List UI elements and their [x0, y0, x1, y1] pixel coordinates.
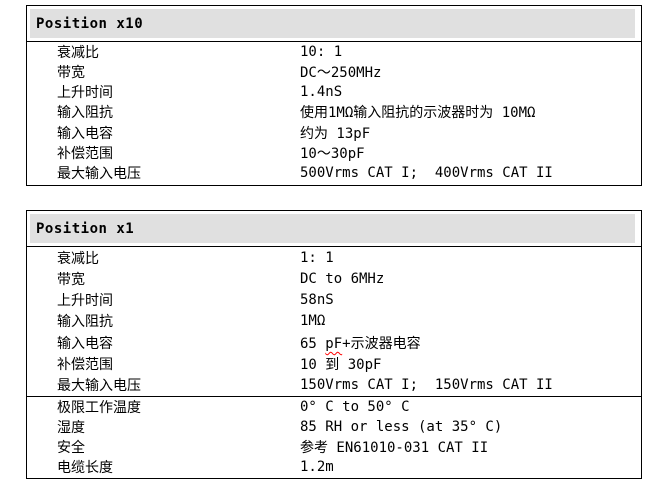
- section-header-x1: Position x1: [30, 214, 635, 243]
- row-value: 1.4nS: [300, 84, 343, 101]
- row-label: 最大输入电压: [57, 378, 141, 395]
- table-row: 安全 参考 EN61010-031 CAT II: [27, 437, 641, 457]
- table-row: 衰减比 10: 1: [27, 42, 641, 62]
- row-label: 最大输入电压: [57, 165, 141, 182]
- table-row: 输入电容 65 pF+示波器电容: [27, 332, 641, 353]
- spellcheck-underline-text: pF: [325, 335, 343, 352]
- header-divider: [27, 246, 641, 247]
- row-label: 湿度: [57, 420, 85, 436]
- row-label: 电缆长度: [57, 460, 113, 476]
- table-row: 带宽 DC to 6MHz: [27, 268, 641, 289]
- row-label: 衰减比: [57, 250, 99, 267]
- row-value: 10 到 30pF: [300, 357, 382, 374]
- table-row: 上升时间 58nS: [27, 290, 641, 311]
- table-row: 极限工作温度 0° C to 50° C: [27, 397, 641, 417]
- row-label: 上升时间: [57, 85, 113, 102]
- table-row: 补偿范围 10～30pF: [27, 143, 641, 163]
- row-value: DC to 6MHz: [300, 270, 385, 287]
- row-value: 0° C to 50° C: [300, 399, 410, 415]
- table-row: 带宽 DC～250MHz: [27, 62, 641, 82]
- table-row: 补偿范围 10 到 30pF: [27, 353, 641, 374]
- row-label: 极限工作温度: [57, 400, 141, 416]
- row-value: 500Vrms CAT I; 400Vrms CAT II: [300, 164, 553, 181]
- row-value: 65 pF+示波器电容: [300, 333, 421, 353]
- table-row: 电缆长度 1.2m: [27, 457, 641, 477]
- row-value: 150Vrms CAT I; 150Vrms CAT II: [300, 377, 553, 394]
- header-divider: [27, 41, 641, 42]
- table-row: 上升时间 1.4nS: [27, 82, 641, 102]
- section-header-x10: Position x10: [30, 9, 635, 38]
- section-title: Position x10: [36, 15, 144, 32]
- value-part: +示波器电容: [342, 335, 421, 352]
- row-value: 参考 EN61010-031 CAT II: [300, 440, 489, 456]
- row-label: 补偿范围: [57, 145, 113, 162]
- spec-table-x1: Position x1 衰减比 1: 1 带宽 DC to 6MHz 上升时间 …: [26, 210, 642, 479]
- row-value: 10: 1: [300, 44, 343, 61]
- row-value: 58nS: [300, 292, 334, 309]
- row-label: 补偿范围: [57, 357, 113, 374]
- row-value: 1: 1: [300, 249, 334, 266]
- row-value: 1MΩ: [300, 313, 326, 330]
- row-value: 约为 13pF: [300, 125, 371, 142]
- section-title: Position x1: [36, 220, 135, 237]
- row-label: 上升时间: [57, 293, 113, 310]
- row-value: 10～30pF: [300, 145, 365, 162]
- row-label: 带宽: [57, 271, 85, 288]
- table-row: 输入阻抗 使用1MΩ输入阻抗的示波器时为 10MΩ: [27, 102, 641, 122]
- table-row: 衰减比 1: 1: [27, 247, 641, 268]
- row-label: 输入阻抗: [57, 105, 113, 122]
- row-label: 衰减比: [57, 45, 99, 62]
- row-label: 输入电容: [57, 125, 113, 142]
- row-label: 输入阻抗: [57, 314, 113, 331]
- row-label: 安全: [57, 440, 85, 456]
- spec-rows-environmental: 极限工作温度 0° C to 50° C 湿度 85 RH or less (a…: [27, 397, 641, 477]
- table-row: 最大输入电压 150Vrms CAT I; 150Vrms CAT II: [27, 375, 641, 396]
- table-row: 输入电容 约为 13pF: [27, 123, 641, 143]
- table-row: 最大输入电压 500Vrms CAT I; 400Vrms CAT II: [27, 163, 641, 183]
- row-label: 输入电容: [57, 335, 113, 352]
- value-part: 65: [300, 335, 326, 352]
- table-row: 输入阻抗 1MΩ: [27, 311, 641, 332]
- spec-table-x10: Position x10 衰减比 10: 1 带宽 DC～250MHz 上升时间…: [26, 5, 642, 186]
- row-value: 1.2m: [300, 459, 334, 475]
- spec-rows: 衰减比 10: 1 带宽 DC～250MHz 上升时间 1.4nS 输入阻抗 使…: [27, 42, 641, 183]
- section-divider: [27, 396, 641, 397]
- table-row: 湿度 85 RH or less (at 35° C): [27, 417, 641, 437]
- spec-rows-electrical: 衰减比 1: 1 带宽 DC to 6MHz 上升时间 58nS 输入阻抗 1M…: [27, 247, 641, 396]
- row-value: 85 RH or less (at 35° C): [300, 419, 503, 435]
- row-value: 使用1MΩ输入阻抗的示波器时为 10MΩ: [300, 105, 536, 122]
- row-value: DC～250MHz: [300, 65, 382, 82]
- row-label: 带宽: [57, 65, 85, 82]
